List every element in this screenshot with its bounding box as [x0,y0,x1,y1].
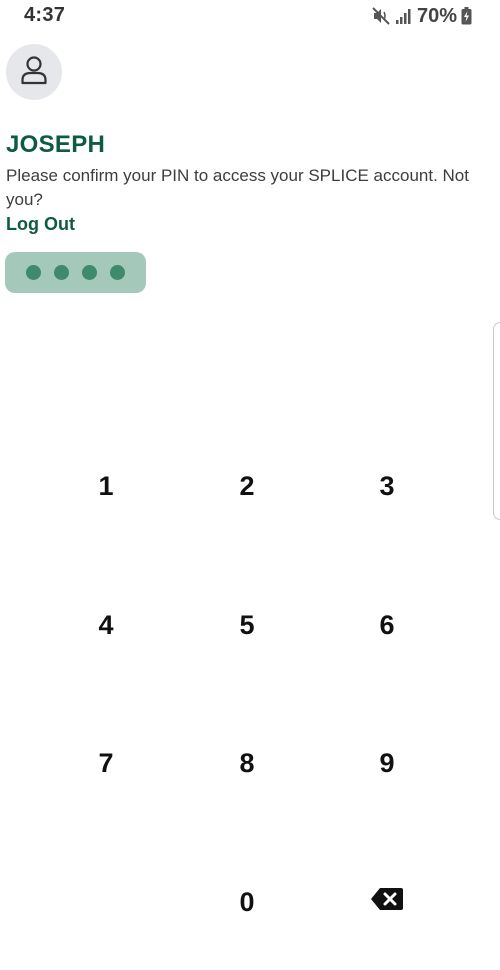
backspace-icon [370,887,404,918]
key-0[interactable]: 0 [239,886,255,917]
pin-dot [54,265,69,280]
pin-dot [110,265,125,280]
battery-percent: 70% [416,4,457,27]
edge-panel-handle[interactable] [493,322,500,520]
key-8[interactable]: 8 [239,747,255,778]
mute-vibrate-icon [371,6,391,26]
key-7[interactable]: 7 [98,747,114,778]
pin-dot [82,265,97,280]
signal-icon [395,7,413,25]
pin-dot [26,265,41,280]
key-9[interactable]: 9 [379,747,395,778]
logout-link[interactable]: Log Out [6,214,75,234]
avatar [6,44,62,100]
pin-prompt-message: Please confirm your PIN to access your S… [6,166,469,209]
battery-charging-icon [461,7,472,25]
status-bar: 4:37 70% [0,0,500,32]
status-icons: 70% [371,4,472,28]
key-5[interactable]: 5 [239,609,255,640]
user-name: JOSEPH [6,131,106,158]
key-3[interactable]: 3 [379,470,395,501]
key-2[interactable]: 2 [239,470,255,501]
key-1[interactable]: 1 [98,470,114,501]
key-4[interactable]: 4 [98,609,114,640]
backspace-button[interactable] [327,862,447,942]
status-time: 4:37 [24,4,66,26]
key-6[interactable]: 6 [379,609,395,640]
person-icon [19,54,49,91]
pin-entry-indicator [5,252,146,293]
